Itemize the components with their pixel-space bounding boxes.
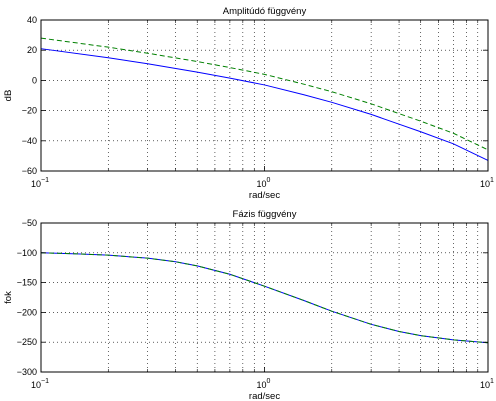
grid bbox=[41, 20, 488, 171]
series-2-line bbox=[40, 252, 489, 344]
plot-area bbox=[41, 223, 488, 372]
y-tick-label: 40 bbox=[27, 15, 37, 25]
y-tick-label: −40 bbox=[22, 136, 37, 146]
axes-2: 10−1 100 101 −50 −100 −150 −200 −250 −300 Fázis f… bbox=[3, 209, 494, 401]
chart-title: Amplitúdó függvény bbox=[223, 6, 307, 17]
y-tick-label: −300 bbox=[17, 367, 37, 377]
x-tick-label: 101 bbox=[480, 378, 494, 390]
plot-area bbox=[41, 20, 488, 171]
y-axis-label: dB bbox=[3, 90, 14, 102]
y-axis-label: fok bbox=[3, 291, 14, 304]
x-tick-label: 100 bbox=[257, 378, 271, 390]
y-tick-label: −200 bbox=[17, 307, 37, 317]
x-tick-label: 10−1 bbox=[31, 177, 49, 189]
y-tick-label: 20 bbox=[27, 45, 37, 55]
x-tick-label: 101 bbox=[480, 177, 494, 189]
y-tick-label: −50 bbox=[22, 218, 37, 228]
y-tick-label: −150 bbox=[17, 278, 37, 288]
x-tick-label: 100 bbox=[257, 177, 271, 189]
x-axis-label: rad/sec bbox=[249, 391, 280, 401]
y-tick-label: −250 bbox=[17, 337, 37, 347]
y-tick-label: −100 bbox=[17, 248, 37, 258]
series-1-line bbox=[40, 48, 489, 161]
series-2-line bbox=[40, 37, 489, 151]
y-tick-label: −60 bbox=[22, 166, 37, 176]
y-tick-label: 0 bbox=[32, 75, 37, 85]
y-tick-label: −20 bbox=[22, 106, 37, 116]
grid bbox=[41, 223, 488, 372]
x-axis-label: rad/sec bbox=[249, 190, 280, 201]
x-tick-label: 10−1 bbox=[31, 378, 49, 390]
chart-title: Fázis függvény bbox=[233, 209, 297, 220]
axes-1: 10−1 100 101 40 20 0 −20 −40 −60 Amplitúdó függvé… bbox=[3, 6, 494, 201]
